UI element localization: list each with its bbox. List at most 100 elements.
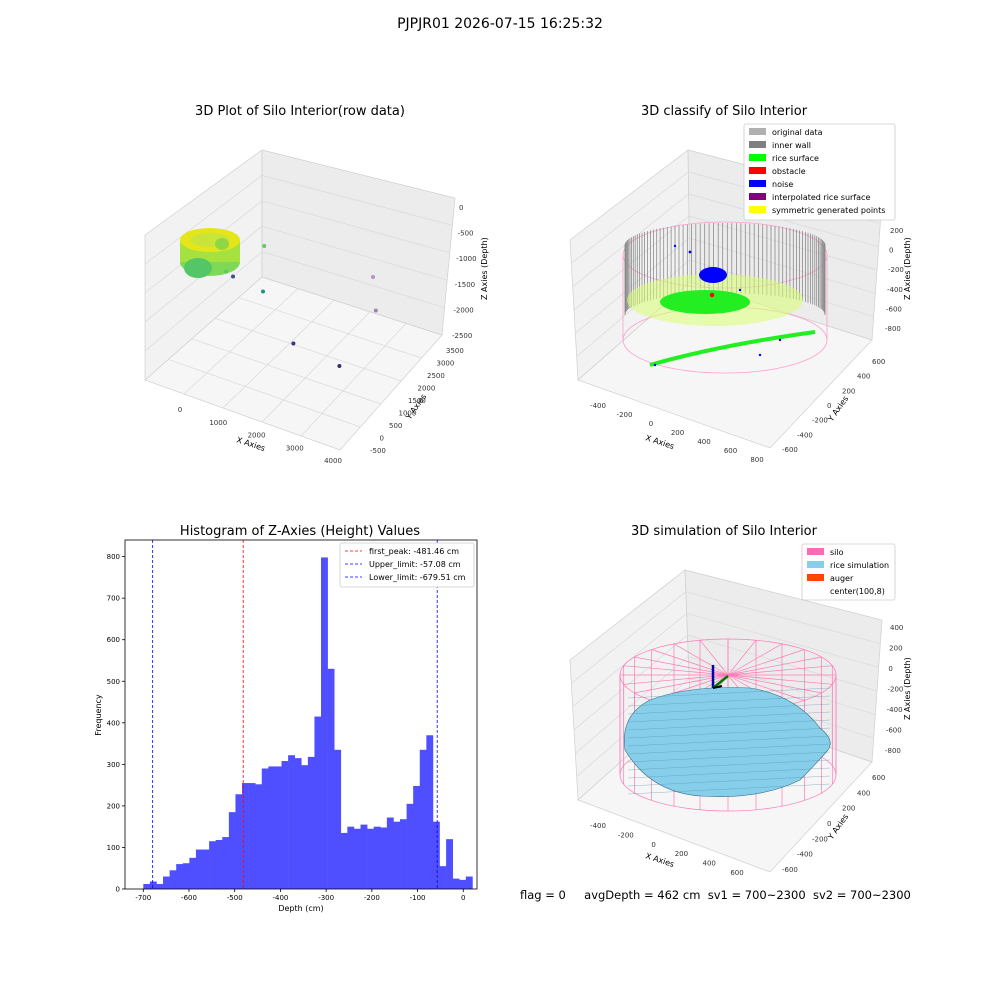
histogram-bar <box>347 826 355 889</box>
panel2-z-tick-label: -400 <box>887 286 903 294</box>
y-tick-label: 400 <box>107 719 120 727</box>
y-tick-label: 800 <box>107 553 120 561</box>
panel2-x-tick-label: 200 <box>671 429 684 437</box>
legend-swatch <box>749 128 766 135</box>
status-footer: flag = 0 avgDepth = 462 cm sv1 = 700~230… <box>520 888 911 902</box>
panel2-legend: original data inner wall rice surface obsta… <box>743 123 896 221</box>
histogram-bar <box>321 557 328 889</box>
histogram-bar <box>143 884 151 889</box>
panel2-y-tick-label: 200 <box>842 387 855 395</box>
panel2-x-tick-label: -400 <box>590 402 606 410</box>
histogram-bar <box>255 784 263 889</box>
histogram-bar <box>189 857 197 889</box>
legend-label: Lower_limit: -679.51 cm <box>369 573 466 582</box>
legend-label: first_peak: -481.46 cm <box>369 547 459 556</box>
histogram-bar <box>452 878 460 889</box>
flag-text: flag = 0 <box>520 888 566 902</box>
panel4-y-tick-label: 200 <box>842 805 855 813</box>
histogram-bar <box>195 849 203 889</box>
y-tick-label: 100 <box>107 844 120 852</box>
histogram-reference-lines <box>152 540 438 889</box>
histogram-bar <box>334 749 342 889</box>
y-tick-label: 700 <box>107 595 120 603</box>
x-tick-label: -300 <box>318 894 334 902</box>
panel3-title: Histogram of Z-Axies (Height) Values <box>179 524 421 539</box>
panel4-zlabel: Z Axies (Depth) <box>903 657 912 720</box>
legend-swatch <box>749 206 766 213</box>
panel4-y-tick-label: 600 <box>872 774 885 782</box>
panel1-floor-pane <box>144 276 443 451</box>
histogram-bar <box>301 765 309 889</box>
histogram-bar <box>446 839 453 889</box>
panel4-y-tick-label: 400 <box>857 789 870 797</box>
panel1-y-tick-label: 3500 <box>446 347 464 355</box>
histogram-bar <box>261 768 269 889</box>
histogram-bar <box>202 849 210 889</box>
legend-swatch <box>749 141 766 148</box>
histogram-bar <box>360 824 368 889</box>
panel1-y-tick-label: 2500 <box>427 372 445 380</box>
histogram-bar <box>367 828 374 889</box>
panel2-title: 3D classify of Silo Interior <box>640 104 808 119</box>
panel2-y-tick-label: 0 <box>827 402 831 410</box>
x-tick-label: 0 <box>461 894 465 902</box>
histogram-bar <box>386 817 394 889</box>
legend-swatch <box>749 154 766 161</box>
panel4-z-tick-label: -200 <box>888 686 904 694</box>
histogram-bar <box>176 864 184 889</box>
legend-label: noise <box>772 180 793 189</box>
avg-depth-text: avgDepth = 462 cm <box>584 888 701 902</box>
panel2-y-tick-label: 600 <box>872 358 885 366</box>
panel2-y-tick-label: -200 <box>812 417 828 425</box>
histogram-bar <box>459 879 467 889</box>
panel1-raw-point-cloud <box>180 228 240 278</box>
histogram-bar <box>281 761 289 889</box>
histogram-bar <box>215 839 223 889</box>
panel4-xlabel: X Axies <box>644 851 675 869</box>
panel1-x-tick-label: 0 <box>178 406 182 414</box>
panel4-z-tick-label: 0 <box>888 665 892 673</box>
histogram-bar <box>413 785 421 889</box>
panel4-x-tick-label: 400 <box>703 860 716 868</box>
y-tick-label: 200 <box>107 802 120 810</box>
panel4-x-tick-label: 200 <box>675 850 688 858</box>
legend-label: original data <box>772 128 823 137</box>
legend-label: inner wall <box>772 141 811 150</box>
histogram-bar <box>156 884 164 889</box>
outlier-point <box>371 275 375 279</box>
histogram-bar <box>149 881 157 889</box>
panel1-y-tick-label: 500 <box>389 422 402 430</box>
sv2-text: sv2 = 700~2300 <box>812 888 911 902</box>
panel4-x-tick-label: 600 <box>730 869 743 877</box>
histogram-bar <box>268 766 276 889</box>
panel1-z-tick-label: -2500 <box>452 332 472 340</box>
sv1-text: sv1 = 700~2300 <box>707 888 806 902</box>
histogram-xlabel: Depth (cm) <box>278 904 323 913</box>
y-tick-label: 500 <box>107 678 120 686</box>
figure-title: PJPJR01 2026-07-15 16:25:32 <box>397 16 603 32</box>
legend-label: silo <box>830 548 844 557</box>
panel2-y-tick-label: 400 <box>857 373 870 381</box>
histogram-bar <box>406 803 414 889</box>
histogram-bar <box>248 783 256 889</box>
panel1-z-tick-label: -1500 <box>455 281 475 289</box>
outlier-point <box>373 308 378 313</box>
panel4-z-tick-label: 200 <box>889 645 902 653</box>
panel4-x-tick-label: -200 <box>618 831 634 839</box>
legend-swatch <box>749 193 766 200</box>
x-tick-label: -100 <box>410 894 426 902</box>
panel4-y-tick-label: -600 <box>782 866 798 874</box>
panel2-obstacle <box>709 292 715 298</box>
legend-label: auger <box>830 574 854 583</box>
panel1-y-tick-label: 1000 <box>399 410 417 418</box>
panel1-x-tick-label: 3000 <box>286 444 304 452</box>
panel1-outlier-points <box>224 244 378 368</box>
panel2-noise <box>653 244 782 367</box>
panel2-x-tick-label: -200 <box>617 411 633 419</box>
outlier-point <box>261 289 265 294</box>
outlier-point <box>291 341 296 346</box>
panel1-x-tick-label: 1000 <box>209 419 227 427</box>
outlier-point <box>224 269 229 274</box>
histogram-bar <box>222 837 230 889</box>
